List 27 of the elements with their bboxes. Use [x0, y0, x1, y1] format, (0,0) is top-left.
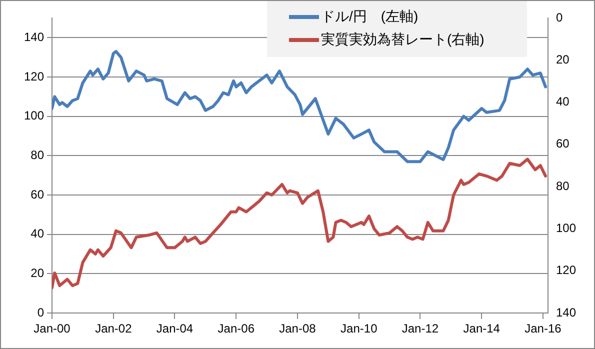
legend-label: 実質実効為替レート(右軸) [321, 30, 484, 48]
x-tick-label: Jan-02 [95, 322, 132, 336]
y-tick-label: 40 [30, 226, 44, 241]
y2-tick-label: 20 [556, 52, 570, 66]
x-tick-label: Jan-10 [340, 322, 378, 336]
x-tick-label: Jan-14 [463, 322, 500, 336]
y2-tick-label: 0 [556, 10, 563, 24]
y-tick-label: 0 [37, 305, 44, 320]
y2-tick-label: 80 [556, 178, 570, 193]
y-tick-label: 80 [30, 148, 44, 162]
x-tick-label: Jan-16 [524, 322, 562, 336]
y-tick-label: 100 [24, 108, 44, 123]
y2-tick-label: 60 [556, 136, 570, 151]
y-tick-label: 60 [30, 187, 44, 202]
y-tick-label: 20 [30, 266, 44, 280]
y2-tick-label: 100 [556, 221, 576, 236]
x-tick-label: Jan-04 [156, 322, 194, 336]
y2-tick-label: 120 [556, 263, 576, 278]
y2-tick-label: 40 [556, 94, 570, 109]
y-tick-label: 120 [24, 69, 44, 84]
x-tick-label: Jan-00 [34, 322, 71, 336]
y-tick-label: 140 [24, 30, 44, 44]
x-tick-label: Jan-06 [218, 322, 255, 336]
y2-tick-label: 140 [556, 305, 576, 320]
legend-label: ドル/円 (左軸) [321, 8, 418, 26]
x-tick-label: Jan-12 [402, 322, 439, 336]
x-tick-label: Jan-08 [279, 322, 316, 336]
